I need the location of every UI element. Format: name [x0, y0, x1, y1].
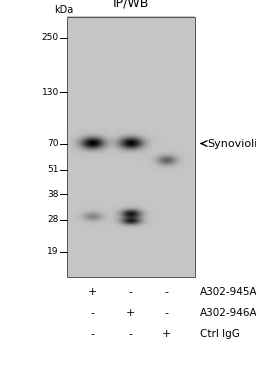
Text: A302-945A: A302-945A: [200, 287, 256, 297]
Text: 28: 28: [48, 215, 59, 224]
Text: Ctrl IgG: Ctrl IgG: [200, 329, 240, 339]
Text: +: +: [162, 329, 171, 339]
Bar: [67, 17, 195, 277]
Text: -: -: [90, 329, 94, 339]
Text: 38: 38: [47, 190, 59, 199]
Text: +: +: [126, 308, 135, 318]
Text: +: +: [88, 287, 97, 297]
Text: 250: 250: [42, 33, 59, 42]
Text: 130: 130: [42, 87, 59, 97]
Text: kDa: kDa: [54, 5, 73, 15]
Text: IP/WB: IP/WB: [112, 0, 149, 10]
Text: -: -: [90, 308, 94, 318]
Text: -: -: [164, 308, 168, 318]
Text: A302-946A: A302-946A: [200, 308, 256, 318]
Text: -: -: [129, 329, 133, 339]
Text: Synoviolin: Synoviolin: [207, 139, 256, 149]
Text: -: -: [164, 287, 168, 297]
Text: 70: 70: [47, 139, 59, 148]
Text: 19: 19: [47, 247, 59, 256]
Text: -: -: [129, 287, 133, 297]
Text: 51: 51: [47, 165, 59, 174]
